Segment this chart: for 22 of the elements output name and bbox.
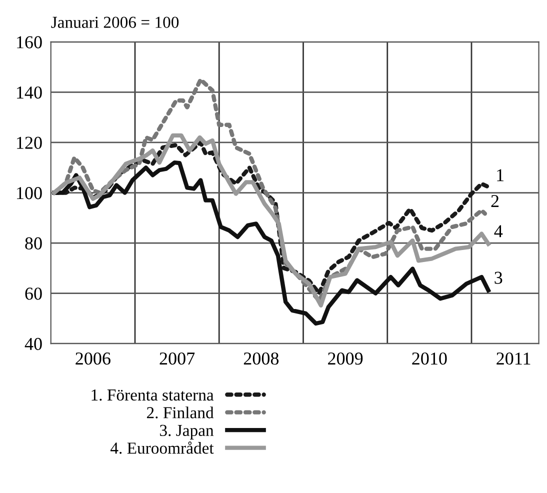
y-tick-label: 60 (25, 288, 42, 300)
x-tick-label: 2011 (496, 352, 530, 365)
y-tick-label: 100 (17, 187, 42, 200)
x-tick-label: 2009 (328, 352, 363, 365)
y-tick-label: 40 (24, 338, 42, 350)
x-tick-label: 2006 (76, 352, 110, 365)
y-axis-title: Januari 2006 = 100 (51, 16, 179, 28)
annotation: 1 (497, 169, 504, 182)
annotation: 2 (491, 195, 499, 208)
legend-label: 2. Finland (146, 406, 214, 418)
y-tick-label: 140 (17, 86, 42, 99)
y-tick-label: 160 (17, 36, 42, 48)
y-tick-label: 80 (25, 237, 42, 250)
legend-label: 1. Förenta staterna (92, 389, 214, 401)
x-tick-label: 2010 (412, 352, 447, 365)
legend-label: 3. Japan (160, 424, 214, 440)
annotation: 4 (494, 225, 503, 238)
x-tick-label: 2007 (160, 352, 195, 365)
y-tick-label: 120 (17, 136, 42, 149)
x-tick-label: 2008 (244, 352, 279, 365)
legend-label: 4. Euroområdet (110, 442, 214, 454)
annotation: 3 (494, 272, 502, 284)
